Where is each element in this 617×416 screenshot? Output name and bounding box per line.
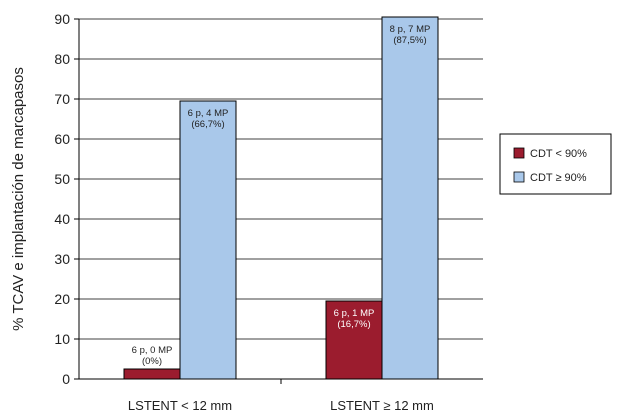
gridlines (79, 18, 483, 340)
y-tick-label: 50 (54, 171, 70, 187)
legend-entry: CDT ≥ 90% (530, 172, 587, 184)
x-categories: LSTENT < 12 mm LSTENT ≥ 12 mm (128, 398, 434, 413)
bar-data-label: (16,7%) (337, 319, 370, 330)
y-tick-label: 70 (54, 91, 70, 107)
legend-swatch (513, 147, 525, 159)
x-category-label: LSTENT < 12 mm (128, 398, 232, 413)
bar-data-label: 6 p, 1 MP (334, 308, 375, 319)
bar-data-label: (87,5%) (393, 35, 426, 46)
bar (381, 16, 439, 380)
y-axis-label: % TCAV e implantación de marcapasos (10, 67, 27, 331)
y-tick-label: 80 (54, 51, 70, 67)
legend-box (499, 133, 612, 195)
y-tick-label: 60 (54, 131, 70, 147)
legend: CDT < 90% CDT ≥ 90% (499, 133, 612, 195)
y-tick-label: 40 (54, 211, 70, 227)
legend-swatch (513, 171, 525, 183)
bar (179, 100, 237, 380)
y-ticks: 0 10 20 30 40 50 60 70 80 90 (54, 11, 282, 387)
y-tick-label: 30 (54, 251, 70, 267)
bars: 6 p, 0 MP(0%) 6 p, 4 MP(66,7%) 6 p, 1 MP(1… (123, 16, 439, 380)
bar-data-label: (66,7%) (191, 119, 224, 130)
y-tick-label: 20 (54, 291, 70, 307)
bar (123, 368, 181, 380)
bar-data-label: 8 p, 7 MP (390, 24, 431, 35)
y-tick-label: 10 (54, 331, 70, 347)
y-tick-label: 0 (62, 371, 70, 387)
y-tick-label: 90 (54, 11, 70, 27)
x-category-label: LSTENT ≥ 12 mm (330, 398, 434, 413)
bar-data-label: (0%) (142, 356, 162, 367)
bar-data-label: 6 p, 0 MP (132, 345, 173, 356)
legend-entry: CDT < 90% (530, 148, 587, 160)
bar-data-label: 6 p, 4 MP (188, 108, 229, 119)
